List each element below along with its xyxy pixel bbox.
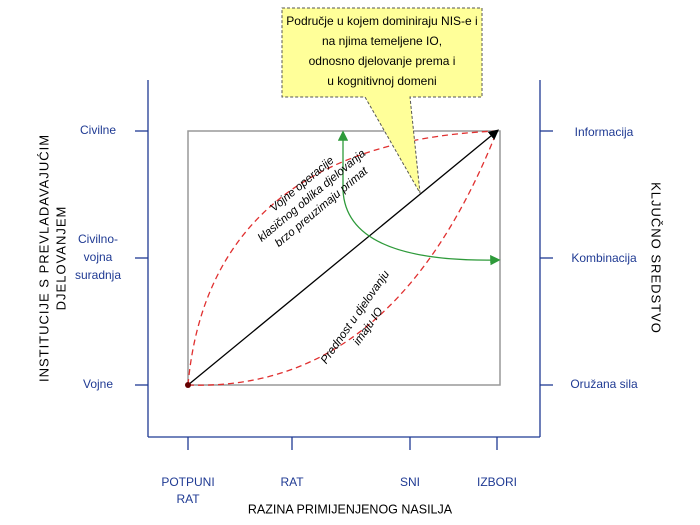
callout-line: na njima temeljene IO, xyxy=(322,34,442,48)
callout-text: Područje u kojem dominiraju NIS-e i na n… xyxy=(286,14,477,88)
axis-title: INSTITUCIJE S PREVLADAVAJUĆIM xyxy=(36,134,51,382)
axes xyxy=(135,80,553,450)
bottom-label: SNI xyxy=(400,475,420,489)
callout-box xyxy=(281,7,483,194)
upper-annotation: Vojne operacije klasičnog oblika djelova… xyxy=(256,148,371,250)
bottom-label: RAT xyxy=(280,475,304,489)
left-title: INSTITUCIJE S PREVLADAVAJUĆIM DJELOVANJE… xyxy=(36,134,68,382)
bottom-label: POTPUNI xyxy=(161,475,214,489)
lower-curve xyxy=(187,130,498,386)
axis-title: DJELOVANJEM xyxy=(53,206,68,311)
callout-line: odnosno djelovanje prema i xyxy=(309,54,456,68)
left-labels: Civilne Civilno- vojna suradnja Vojne xyxy=(75,123,121,391)
right-labels: Informacija Kombinacija Oružana sila KLJ… xyxy=(570,125,663,391)
left-label: Civilne xyxy=(80,123,116,137)
lower-annotation: Prednost u djelovanju imaju IO xyxy=(319,268,393,366)
bottom-label: RAT xyxy=(176,492,200,506)
axis-title: RAZINA PRIMIJENJENOG NASILJA xyxy=(248,502,453,516)
upper-curve xyxy=(187,130,498,386)
main-arrow xyxy=(187,129,500,386)
left-label: suradnja xyxy=(75,268,121,282)
right-label: Kombinacija xyxy=(571,251,637,265)
left-label: Vojne xyxy=(83,377,113,391)
callout-line: u kognitivnoj domeni xyxy=(327,74,436,88)
right-label: Oružana sila xyxy=(570,377,638,391)
annotation-line: brzo preuzimaju primat xyxy=(273,165,371,250)
right-label: Informacija xyxy=(575,125,634,139)
callout-line: Područje u kojem dominiraju NIS-e i xyxy=(286,14,477,28)
green-arrow-right xyxy=(342,189,501,266)
bottom-labels: POTPUNI RAT RAT SNI IZBORI RAZINA PRIMIJ… xyxy=(161,475,517,516)
left-label: vojna xyxy=(84,250,113,264)
start-point xyxy=(185,382,191,388)
axis-title: KLJUČNO SREDSTVO xyxy=(649,182,664,334)
left-label: Civilno- xyxy=(78,232,118,246)
bottom-label: IZBORI xyxy=(477,475,517,489)
annotation-line: klasičnog oblika djelovanja xyxy=(256,148,368,245)
